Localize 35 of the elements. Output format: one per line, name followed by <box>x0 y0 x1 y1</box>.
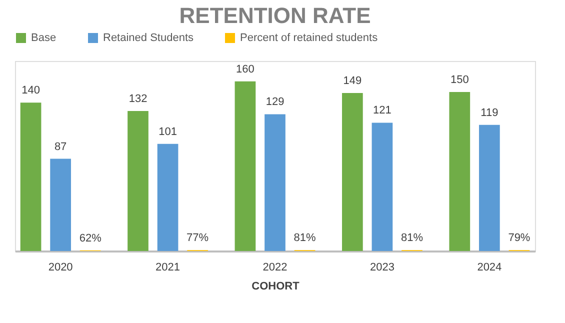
bar <box>157 144 178 251</box>
data-label: 81% <box>294 232 316 244</box>
legend-label: Percent of retained students <box>240 32 378 44</box>
bar <box>234 81 256 251</box>
bar <box>372 122 393 251</box>
x-tick-label: 2020 <box>48 262 73 274</box>
x-tick-label: 2023 <box>370 262 394 274</box>
bar <box>264 114 286 251</box>
data-label: 79% <box>508 232 530 244</box>
data-label: 132 <box>128 93 148 106</box>
data-label: 81% <box>400 232 424 244</box>
bar <box>20 102 42 251</box>
bar <box>479 124 500 251</box>
data-label: 62% <box>79 232 102 244</box>
data-label: 149 <box>343 75 362 88</box>
bar <box>128 111 148 251</box>
data-label: 87 <box>54 140 67 153</box>
data-label: 160 <box>236 63 254 76</box>
legend-label: Base <box>31 32 56 44</box>
x-tick-label: 2024 <box>477 262 502 274</box>
data-label: 101 <box>158 126 177 138</box>
data-label: 150 <box>450 74 469 86</box>
data-label: 119 <box>480 106 498 119</box>
legend-label: Retained Students <box>103 32 194 44</box>
data-label: 140 <box>22 84 40 97</box>
bar <box>342 93 363 251</box>
chart-title: RETENTION RATE <box>179 3 371 28</box>
x-axis-title: COHORT <box>252 280 300 292</box>
bar <box>449 92 470 251</box>
data-label: 77% <box>186 232 209 244</box>
x-tick-label: 2022 <box>262 262 288 274</box>
data-label: 121 <box>373 104 392 117</box>
bar <box>50 158 71 251</box>
data-label: 129 <box>266 96 284 108</box>
x-tick-label: 2021 <box>156 262 180 274</box>
